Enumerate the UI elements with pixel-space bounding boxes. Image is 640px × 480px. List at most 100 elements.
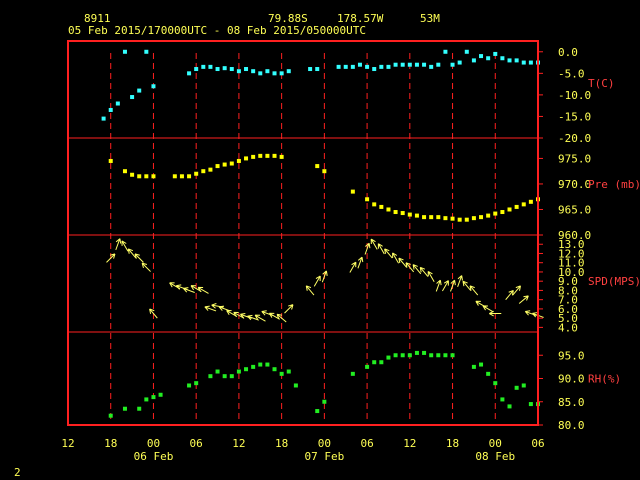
wind-arrow [127,248,137,259]
chart-frame [67,40,539,426]
wind-arrow [149,308,158,319]
wind-arrow [384,248,393,259]
humidity-y-tick-label: 90.0 [558,373,585,386]
humidity-point [386,355,391,360]
pressure-y-tick-label: 975.0 [558,152,591,165]
pressure-point [265,153,270,158]
temperature-point [201,64,206,69]
wind-arrow [233,311,245,319]
wind-arrow [247,314,259,321]
humidity-point [187,383,192,388]
wind-arrow [284,304,294,314]
temperature-y-tick-label: -5.0 [558,67,585,80]
wind-arrow [489,310,502,317]
pressure-point [208,167,213,172]
pressure-point [486,213,491,218]
pressure-point [471,216,476,221]
pressure-point [429,215,434,220]
temperature-point [493,51,498,56]
pressure-point [407,212,412,217]
temperature-point [151,84,156,89]
wind-arrow [370,238,378,250]
wind-arrow [392,252,400,264]
temperature-point [236,69,241,74]
humidity-point [108,413,113,418]
temperature-point [414,62,419,67]
temperature-point [272,71,277,76]
x-tick-label: 12 [61,437,74,450]
wind-arrow [518,295,529,304]
pressure-axis-label: Pre (mb) [588,178,640,191]
temperature-point [528,60,533,65]
wind-y-tick-label: 13.0 [558,238,585,251]
pressure-point [144,174,149,179]
pressure-point [244,156,249,161]
temperature-point [400,62,405,67]
temperature-point [407,62,412,67]
temperature-point [101,116,106,121]
wind-y-tick-label: 4.0 [558,321,578,334]
pressure-point [436,215,441,220]
pressure-point [272,153,277,158]
pressure-point [464,217,469,222]
humidity-point [194,381,199,386]
humidity-point [422,350,427,355]
wind-arrow [364,242,371,255]
pressure-point [122,169,127,174]
humidity-point [500,397,505,402]
wind-y-tick-label: 6.0 [558,303,578,316]
wind-arrow [450,279,456,292]
temperature-point [500,56,505,61]
temperature-point [365,64,370,69]
pressure-point [400,211,405,216]
humidity-y-tick-label: 85.0 [558,396,585,409]
pressure-point [386,207,391,212]
humidity-point [272,367,277,372]
wind-arrow [512,285,521,296]
temperature-point [450,62,455,67]
humidity-point [208,374,213,379]
wind-arrow [427,270,435,283]
temperature-y-tick-label: -20.0 [558,132,591,145]
pressure-point [258,153,263,158]
pressure-point [528,199,533,204]
humidity-point [450,353,455,358]
temperature-point [443,49,448,54]
wind-y-tick-label: 11.0 [558,257,585,270]
wind-arrow [377,243,385,255]
x-tick-label: 18 [446,437,459,450]
temperature-point [229,67,234,72]
temperature-point [436,62,441,67]
humidity-point [251,364,256,369]
humidity-point [414,350,419,355]
humidity-point [122,406,127,411]
wind-arrow [462,280,472,291]
x-tick-label: 06 [360,437,373,450]
x-tick-label: 00 [147,437,160,450]
temperature-point [514,58,519,63]
wind-y-tick-label: 5.0 [558,312,578,325]
pressure-point [172,174,177,179]
pressure-point [493,211,498,216]
pressure-point [393,210,398,215]
pressure-point [130,172,135,177]
wind-arrow [405,262,415,273]
temperature-point [244,67,249,72]
humidity-point [493,381,498,386]
pressure-point [450,216,455,221]
pressure-point [137,174,142,179]
wind-y-tick-label: 10.0 [558,266,585,279]
humidity-point [507,404,512,409]
wind-arrow [254,314,266,322]
pressure-point [222,162,227,167]
pressure-point [279,154,284,159]
x-tick-label: 12 [232,437,245,450]
wind-arrow [505,289,514,300]
time-range: 05 Feb 2015/170000UTC - 08 Feb 2015/0500… [68,24,366,37]
humidity-point [322,399,327,404]
x-tick-label: 12 [403,437,416,450]
temperature-point [122,49,127,54]
wind-axis-label: SPD(MPS) [588,275,640,288]
wind-arrow [398,257,407,268]
